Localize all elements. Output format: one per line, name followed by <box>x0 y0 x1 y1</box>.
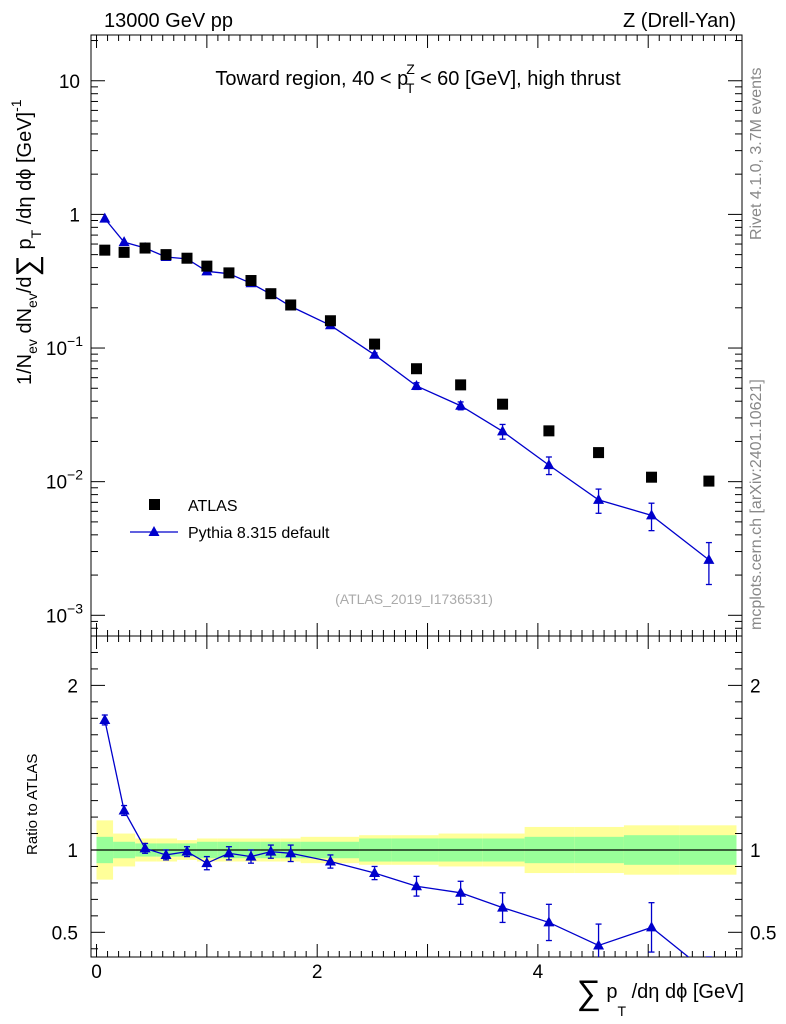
atlas-point <box>593 447 605 459</box>
ratio-point <box>593 939 605 950</box>
ratio-point <box>139 842 151 853</box>
pythia-point <box>703 553 715 564</box>
main-title-part-b: < 60 [GeV], high thrust <box>414 68 621 90</box>
main-ytick-label: 10−1 <box>46 333 83 360</box>
ratio-ytick-label-left: 2 <box>67 676 78 697</box>
ratio-frame <box>90 635 743 958</box>
main-panel <box>90 34 743 637</box>
atlas-point <box>703 475 715 487</box>
ratio-ytick-label-right: 1 <box>750 841 761 862</box>
atlas-point <box>324 315 336 327</box>
pythia-point <box>455 399 467 410</box>
atlas-point <box>285 299 297 311</box>
atlas-point <box>223 267 235 279</box>
ratio-xtick-label: 4 <box>533 962 544 983</box>
main-title-sup: Z <box>406 61 415 77</box>
ratio-ytick-label-left: 1 <box>67 841 78 862</box>
ratio-ytick-label-left: 0.5 <box>52 923 78 944</box>
atlas-point <box>160 249 172 261</box>
ratio-series-group <box>99 713 714 977</box>
pythia-point <box>369 348 381 359</box>
legend: ATLAS Pythia 8.315 default <box>130 498 330 542</box>
atlas-point <box>181 252 193 264</box>
ratio-point <box>118 804 130 815</box>
main-title: Toward region, 40 < pZ T < 60 [GeV], high… <box>215 61 621 96</box>
header-left: 13000 GeV pp <box>104 10 233 32</box>
legend-atlas-label: ATLAS <box>188 498 238 515</box>
ratio-xtick-label: 0 <box>91 962 102 983</box>
ratio-point <box>543 916 555 927</box>
atlas-point <box>245 275 257 287</box>
atlas-point <box>455 379 467 391</box>
main-ytick-mantissa: 10 <box>46 606 67 627</box>
main-ytick-mantissa: 10 <box>46 339 67 360</box>
main-title-part-a: Toward region, 40 < p <box>215 68 408 90</box>
ratio-point <box>181 845 193 856</box>
ratio-ylabel: Ratio to ATLAS <box>24 754 41 855</box>
main-ytick-exponent: −3 <box>67 600 83 616</box>
pythia-point <box>497 425 509 436</box>
legend-pythia-label: Pythia 8.315 default <box>188 525 330 542</box>
atlas-point <box>99 244 111 256</box>
ratio-ytick-label-right: 0.5 <box>750 923 776 944</box>
pythia-point <box>411 379 422 390</box>
atlas-point <box>646 471 658 483</box>
main-ytick-label: 10 <box>59 72 80 93</box>
atlas-point <box>118 246 130 258</box>
main-frame <box>90 34 743 637</box>
mcplots-label: mcplots.cern.ch [arXiv:2401.10621] <box>748 379 765 630</box>
ratio-xtick-label: 2 <box>312 962 323 983</box>
main-data-layer <box>99 212 715 586</box>
ratio-point <box>265 845 277 856</box>
ratio-point <box>201 857 213 868</box>
analysis-watermark: (ATLAS_2019_I1736531) <box>335 591 493 607</box>
main-title-sub: T <box>406 80 415 96</box>
ratio-axis-ticks: 0.5 0.5 1 1 2 2 0 2 4 <box>52 636 776 983</box>
main-ytick-exponent: −2 <box>67 467 83 483</box>
atlas-point <box>543 425 555 437</box>
main-ytick-label: 10−2 <box>46 467 83 494</box>
x-axis-label: ∑ pT /dη dϕ [GeV] <box>577 974 744 1019</box>
ratio-panel <box>90 635 743 958</box>
pythia-point <box>646 509 658 520</box>
rivet-label: Rivet 4.1.0, 3.7M events <box>748 67 765 240</box>
ratio-data-layer <box>99 713 714 977</box>
atlas-point <box>139 242 151 254</box>
atlas-point <box>411 363 422 375</box>
ratio-point <box>223 847 235 858</box>
ratio-point <box>646 921 658 932</box>
ratio-point <box>411 880 422 891</box>
main-ytick-exponent: −1 <box>67 333 83 349</box>
pythia-point <box>99 212 111 223</box>
main-ytick-label: 1 <box>69 205 80 226</box>
legend-atlas-marker <box>149 499 160 510</box>
atlas-point <box>497 398 509 410</box>
main-ytick-mantissa: 10 <box>46 473 67 494</box>
ratio-ytick-label-right: 2 <box>750 676 761 697</box>
ratio-point <box>324 855 336 866</box>
ratio-point <box>160 848 172 859</box>
ratio-point <box>703 967 714 977</box>
main-ylabel: 1/Nev dNev/d∑ pT /dη dϕ [GeV]-1 <box>8 99 44 385</box>
ratio-point <box>285 847 297 858</box>
pythia-point <box>543 459 555 470</box>
main-ytick-label: 10−3 <box>46 600 83 627</box>
ratio-point <box>497 901 509 912</box>
ratio-point <box>99 713 111 724</box>
atlas-point <box>265 288 277 300</box>
atlas-point <box>201 260 213 272</box>
header-right: Z (Drell-Yan) <box>623 10 736 32</box>
legend-pythia-marker <box>148 526 160 536</box>
ratio-point <box>245 850 257 861</box>
pythia-point <box>118 236 130 247</box>
ratio-point <box>455 886 467 897</box>
atlas-point <box>369 338 381 350</box>
ratio-point <box>369 867 381 878</box>
pythia-point <box>593 493 605 504</box>
